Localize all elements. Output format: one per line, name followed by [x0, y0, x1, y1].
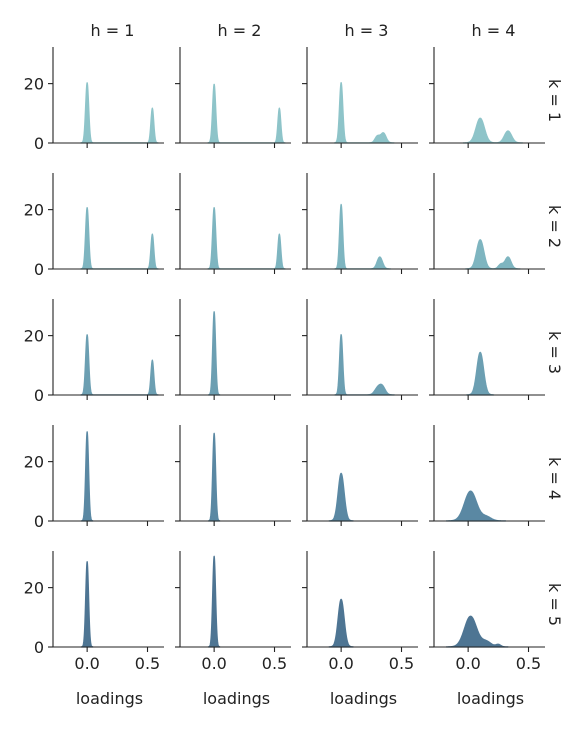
panel-r1-c1: 0 20	[24, 47, 164, 153]
y-tick-label: 0	[34, 134, 44, 153]
row-title-k-5: k = 5	[545, 583, 564, 626]
col-title-h-4: h = 4	[472, 21, 516, 40]
y-tick-label: 20	[24, 453, 44, 472]
density-area	[466, 351, 495, 396]
density-area	[80, 561, 94, 648]
density-area	[334, 203, 391, 270]
panel-r2-c2	[175, 173, 291, 274]
x-axis-label: loadings	[330, 689, 397, 708]
y-tick-label: 0	[34, 512, 44, 531]
density-area	[462, 117, 524, 144]
col-title-h-2: h = 2	[218, 21, 262, 40]
x-tick-label: 0.5	[135, 654, 160, 673]
density-area	[80, 207, 159, 270]
density-area	[445, 490, 507, 522]
density-area	[207, 555, 221, 648]
x-tick-label: 0.0	[74, 654, 99, 673]
density-area	[207, 432, 221, 522]
panel-r3-c3	[302, 299, 418, 400]
density-area	[207, 207, 286, 270]
density-area	[334, 334, 395, 396]
panel-r5-c4: 0.0 0.5 loadings	[429, 551, 545, 708]
x-tick-label: 0.0	[455, 654, 480, 673]
panel-r5-c2: 0.0 0.5 loadings	[175, 551, 291, 708]
x-tick-label: 0.5	[389, 654, 414, 673]
row-title-k-1: k = 1	[545, 79, 564, 122]
x-tick-label: 0.0	[328, 654, 353, 673]
y-tick-label: 0	[34, 260, 44, 279]
col-title-h-1: h = 1	[91, 21, 135, 40]
density-area	[333, 81, 395, 144]
col-title-h-3: h = 3	[345, 21, 389, 40]
density-area	[207, 311, 221, 396]
density-area	[80, 334, 159, 396]
panel-r4-c4	[429, 425, 545, 526]
density-area	[445, 615, 509, 648]
density-area	[328, 598, 354, 648]
density-area	[80, 82, 159, 144]
x-tick-label: 0.0	[201, 654, 226, 673]
y-tick-label: 20	[24, 75, 44, 94]
y-tick-label: 20	[24, 327, 44, 346]
density-area	[80, 431, 94, 522]
panel-r2-c4	[429, 173, 545, 274]
panel-r3-c4	[429, 299, 545, 400]
row-title-k-4: k = 4	[545, 457, 564, 500]
panel-r4-c3	[302, 425, 418, 526]
x-axis-label: loadings	[457, 689, 524, 708]
y-tick-label: 20	[24, 201, 44, 220]
panel-r5-c1: 0 20 0.0 0.5 loadings	[24, 551, 164, 708]
panel-r4-c1: 0 20	[24, 425, 164, 531]
x-tick-label: 0.5	[516, 654, 541, 673]
panel-r1-c3	[302, 47, 418, 148]
panel-r5-c3: 0.0 0.5 loadings	[302, 551, 418, 708]
panel-r3-c1: 0 20	[24, 299, 164, 405]
row-title-k-2: k = 2	[545, 205, 564, 248]
density-area	[207, 83, 286, 144]
plot-root: h = 1 h = 2 h = 3 h = 4 k = 1 0 20 k = 2 0 20 k = …	[24, 21, 564, 708]
panel-r1-c2	[175, 47, 291, 148]
x-axis-label: loadings	[203, 689, 270, 708]
panel-r2-c1: 0 20	[24, 173, 164, 279]
y-tick-label: 0	[34, 386, 44, 405]
panel-r2-c3	[302, 173, 418, 274]
y-tick-label: 20	[24, 579, 44, 598]
panel-r1-c4	[429, 47, 545, 148]
panel-r3-c2	[175, 299, 291, 400]
row-title-k-3: k = 3	[545, 331, 564, 374]
x-tick-label: 0.5	[262, 654, 287, 673]
panel-r4-c2	[175, 425, 291, 526]
density-area	[465, 239, 521, 270]
y-tick-label: 0	[34, 638, 44, 657]
density-area	[328, 472, 354, 522]
x-axis-label: loadings	[76, 689, 143, 708]
